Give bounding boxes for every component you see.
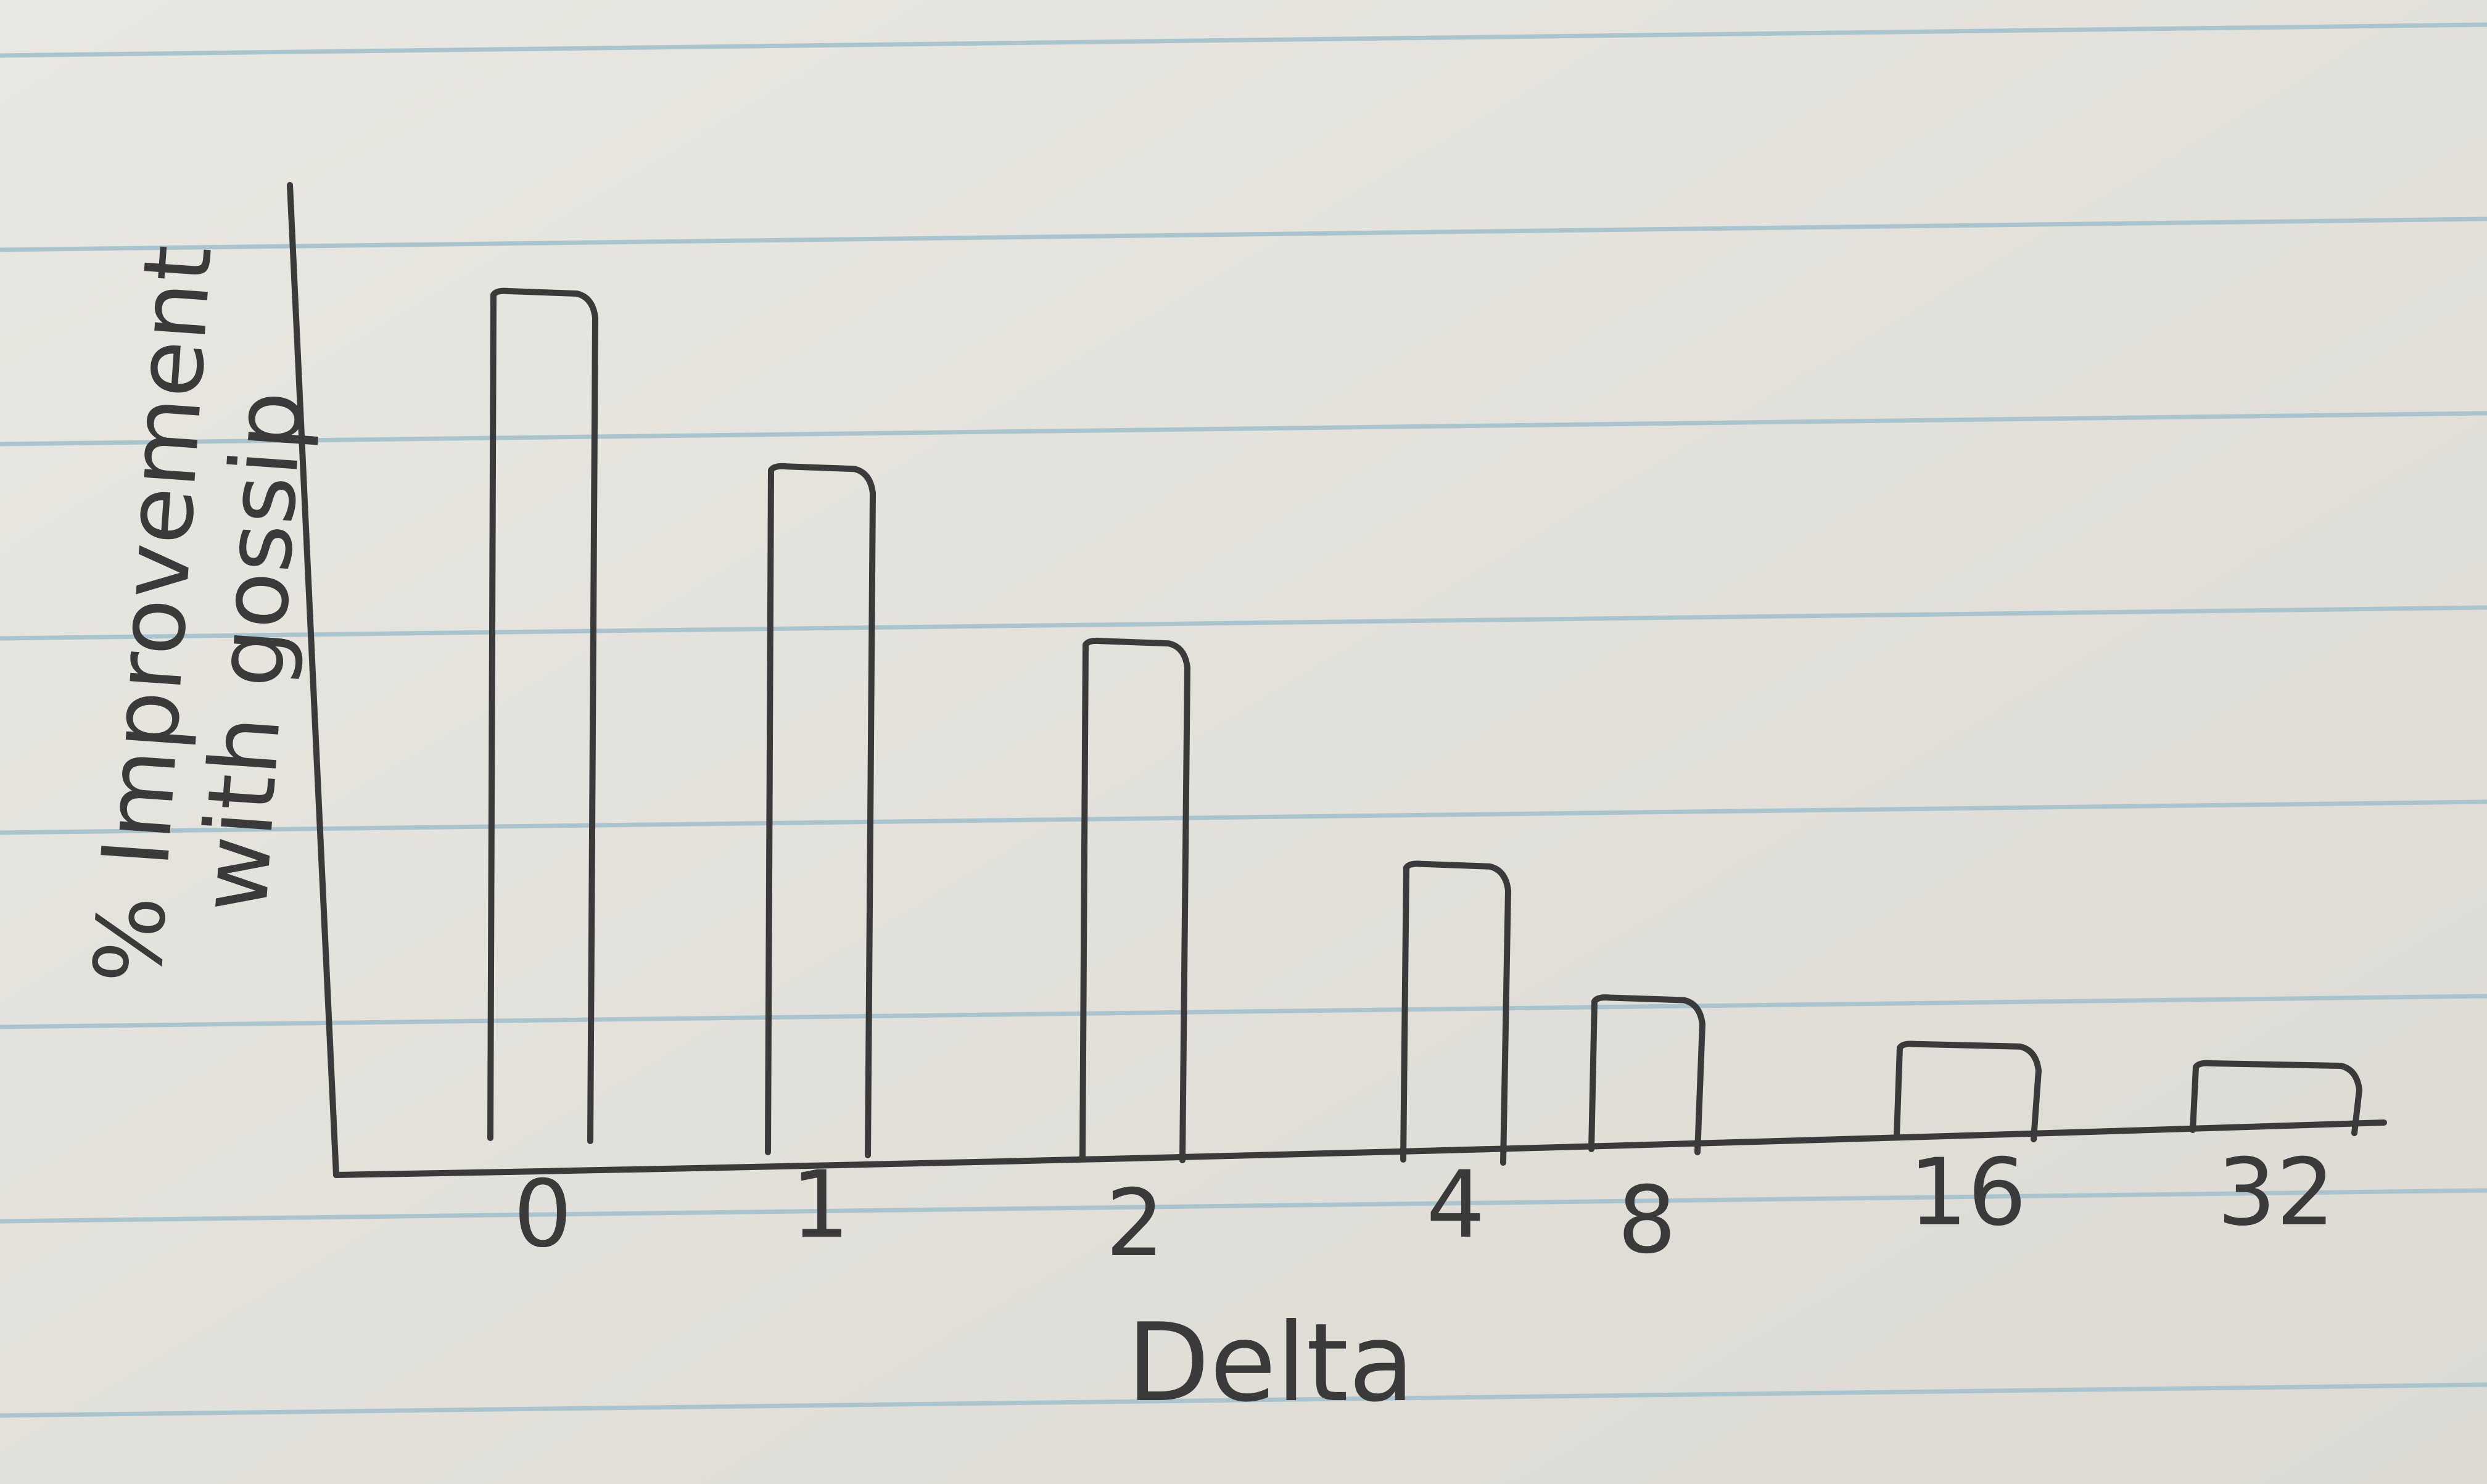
notebook-rule-lines [0, 22, 2487, 1418]
rule-line [0, 411, 2487, 447]
bar-1 [765, 463, 876, 1158]
bar-8 [1588, 994, 1705, 1155]
rule-line [0, 1188, 2487, 1224]
x-tick-label: 0 [513, 1161, 572, 1268]
x-tick-label: 16 [1909, 1139, 2027, 1247]
bar-0 [487, 287, 598, 1144]
rule-line [0, 216, 2487, 252]
x-tick-label: 8 [1617, 1167, 1676, 1274]
rule-line [0, 799, 2487, 835]
x-tick-label: 32 [2217, 1139, 2335, 1247]
bar-2 [1079, 637, 1190, 1163]
x-tick-label: 4 [1426, 1152, 1485, 1259]
rule-line [0, 605, 2487, 641]
x-tick-labels: 0 1 2 4 8 16 32 [513, 1139, 2335, 1277]
x-tick-label: 1 [791, 1152, 849, 1259]
rule-line [0, 1382, 2487, 1418]
bars-group [487, 287, 2362, 1166]
bar-32 [2190, 1060, 2362, 1136]
x-tick-label: 2 [1105, 1170, 1164, 1277]
x-axis-title: Delta [1127, 1301, 1415, 1426]
y-axis-line [287, 182, 339, 1178]
rule-line [0, 22, 2487, 58]
bar-4 [1400, 860, 1511, 1166]
bar-16 [1894, 1041, 2042, 1142]
rule-line [0, 994, 2487, 1029]
